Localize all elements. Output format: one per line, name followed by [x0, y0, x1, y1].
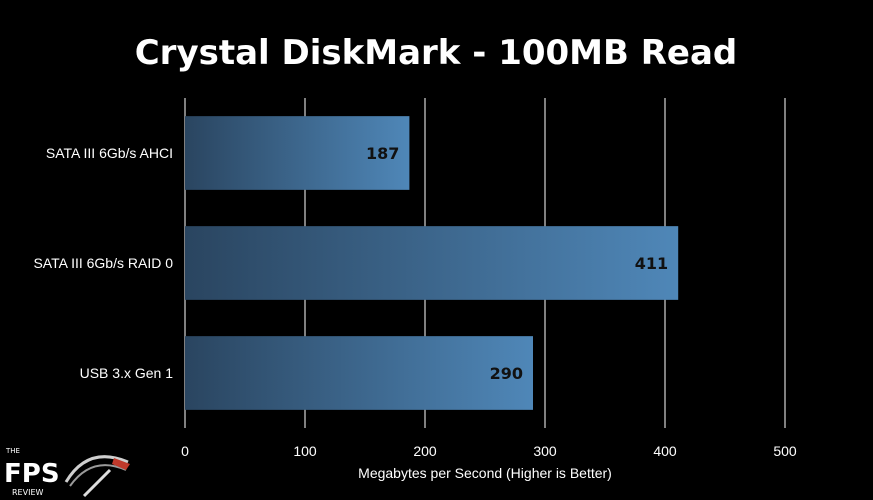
category-label: USB 3.x Gen 1	[80, 365, 174, 381]
x-tick-label: 400	[653, 443, 677, 459]
bars: 187 411 290	[185, 116, 679, 410]
bar	[185, 116, 410, 190]
x-axis-label: Megabytes per Second (Higher is Better)	[358, 465, 612, 481]
bar-value-label: 187	[366, 144, 399, 163]
x-tick-label: 200	[413, 443, 437, 459]
category-label: SATA III 6Gb/s RAID 0	[33, 255, 173, 271]
logo-bottom-text: REVIEW	[12, 488, 44, 497]
category-labels: SATA III 6Gb/s AHCI SATA III 6Gb/s RAID 0…	[33, 145, 173, 381]
bar-value-label: 411	[635, 254, 668, 273]
speedometer-icon	[64, 455, 130, 498]
bar	[185, 336, 533, 410]
chart-title: Crystal DiskMark - 100MB Read	[135, 33, 738, 73]
x-tick-label: 100	[293, 443, 317, 459]
x-tick-label: 300	[533, 443, 557, 459]
logo-main-text: FPS	[4, 459, 60, 489]
fps-review-logo: THE FPS REVIEW	[4, 447, 130, 498]
x-tick-label: 0	[181, 443, 189, 459]
x-tick-labels: 0 100 200 300 400 500	[181, 443, 797, 459]
bar-value-label: 290	[490, 364, 523, 383]
category-label: SATA III 6Gb/s AHCI	[46, 145, 173, 161]
logo-top-text: THE	[5, 447, 20, 455]
x-tick-label: 500	[773, 443, 797, 459]
bar	[185, 226, 679, 300]
